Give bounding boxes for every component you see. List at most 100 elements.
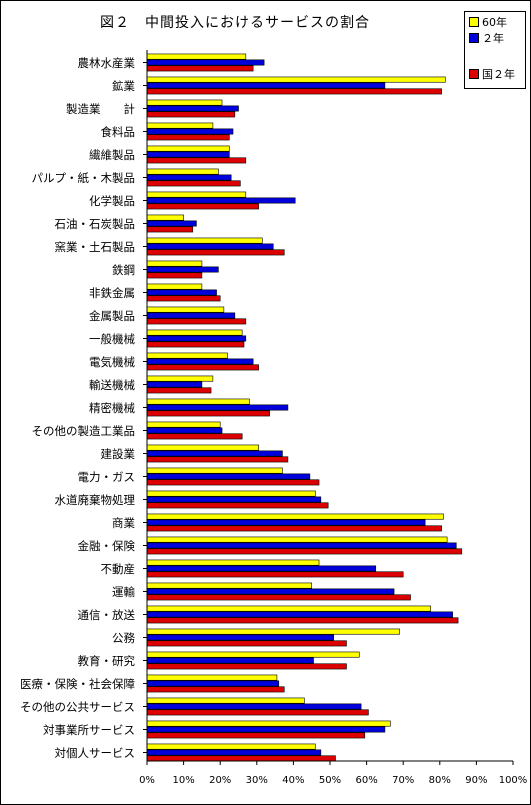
category-label-28: 医療・保険・社会保障 (20, 677, 135, 691)
bar-2-27 (146, 657, 314, 664)
category-label-22: 金融・保険 (78, 539, 136, 553)
bar-1-15 (146, 375, 214, 382)
bar-2-5 (146, 151, 230, 158)
bar-3-6 (146, 180, 241, 187)
bar-2-17 (146, 427, 223, 434)
x-tick-label-10: 90% (465, 775, 487, 786)
bar-3-23 (146, 571, 404, 578)
bar-1-17 (146, 421, 221, 428)
category-label-1: 農林水産業 (78, 56, 136, 70)
bar-1-10 (146, 260, 203, 267)
x-tick-label-9: 80% (429, 775, 451, 786)
bar-3-11 (146, 295, 221, 302)
bar-1-12 (146, 306, 225, 313)
bar-2-15 (146, 381, 203, 388)
category-label-16: 精密機械 (89, 401, 135, 415)
bar-3-26 (146, 640, 347, 647)
bar-3-18 (146, 456, 289, 463)
bar-3-16 (146, 410, 270, 417)
category-label-12: 金属製品 (89, 309, 135, 323)
legend-item-60: 60年 (469, 16, 507, 29)
bar-1-13 (146, 329, 243, 336)
bar-1-16 (146, 398, 250, 405)
bar-2-16 (146, 404, 289, 411)
bar-3-8 (146, 226, 194, 233)
bar-2-11 (146, 289, 217, 296)
bar-3-27 (146, 663, 347, 670)
x-tick-label-8: 70% (392, 775, 414, 786)
x-tick-label-3: 20% (209, 775, 231, 786)
category-label-3: 製造業 計 (66, 102, 135, 116)
bar-2-10 (146, 266, 219, 273)
bar-3-29 (146, 709, 369, 716)
category-label-21: 商業 (112, 516, 135, 530)
bar-3-30 (146, 732, 366, 739)
category-label-23: 不動産 (101, 562, 136, 576)
bar-2-29 (146, 703, 362, 710)
category-label-25: 通信・放送 (78, 608, 136, 622)
category-label-6: パルプ・紙・木製品 (32, 171, 136, 185)
chart-title: 図２ 中間投入におけるサービスの割合 (100, 15, 370, 31)
bar-1-22 (146, 536, 448, 543)
bar-2-14 (146, 358, 254, 365)
legend-item-2: ２年 (469, 32, 504, 45)
legend-item-koku2: 国２年 (469, 68, 515, 81)
bar-1-21 (146, 513, 444, 520)
bar-3-5 (146, 157, 247, 164)
bar-3-19 (146, 479, 320, 486)
category-label-7: 化学製品 (89, 194, 135, 208)
category-label-30: 対事業所サービス (43, 723, 135, 737)
bar-3-4 (146, 134, 230, 141)
bar-1-4 (146, 122, 214, 129)
bar-3-13 (146, 341, 245, 348)
bar-2-26 (146, 634, 334, 641)
bar-3-22 (146, 548, 463, 555)
bar-3-9 (146, 249, 285, 256)
bar-2-4 (146, 128, 234, 135)
bar-1-29 (146, 697, 305, 704)
bar-1-28 (146, 674, 278, 681)
bar-3-7 (146, 203, 259, 210)
bar-1-3 (146, 99, 223, 106)
legend-label-2: ２年 (482, 32, 504, 45)
bar-2-2 (146, 82, 386, 89)
bar-1-20 (146, 490, 316, 497)
bar-1-30 (146, 720, 391, 727)
category-label-19: 電力・ガス (78, 470, 136, 484)
bar-1-6 (146, 168, 219, 175)
category-label-27: 教育・研究 (78, 654, 136, 668)
bar-2-8 (146, 220, 197, 227)
category-label-26: 公務 (112, 631, 135, 645)
bar-2-21 (146, 519, 426, 526)
bar-2-25 (146, 611, 453, 618)
legend-label-koku2: 国２年 (482, 68, 515, 81)
category-label-13: 一般機械 (89, 332, 135, 346)
x-tick-label-5: 40% (282, 775, 304, 786)
bar-2-19 (146, 473, 311, 480)
bar-3-20 (146, 502, 329, 509)
bar-2-13 (146, 335, 247, 342)
bar-2-22 (146, 542, 457, 549)
bar-2-18 (146, 450, 283, 457)
category-label-8: 石油・石炭製品 (55, 217, 136, 231)
category-label-31: 対個人サービス (55, 746, 136, 760)
bar-2-3 (146, 105, 239, 112)
category-label-2: 鉱業 (112, 79, 135, 93)
bar-2-12 (146, 312, 236, 319)
bar-1-8 (146, 214, 184, 221)
legend-swatch-60 (469, 17, 479, 27)
bar-2-9 (146, 243, 274, 250)
x-tick-label-7: 60% (355, 775, 377, 786)
category-label-20: 水道廃棄物処理 (55, 493, 136, 507)
category-label-18: 建設業 (101, 447, 136, 461)
bar-3-21 (146, 525, 442, 532)
bar-2-31 (146, 749, 322, 756)
category-label-15: 輸送機械 (89, 378, 135, 392)
bar-3-15 (146, 387, 212, 394)
bar-1-7 (146, 191, 247, 198)
bar-3-1 (146, 65, 254, 72)
category-label-29: その他の公共サービス (20, 700, 135, 714)
category-label-11: 非鉄金属 (89, 286, 135, 300)
legend-swatch-2 (469, 33, 479, 43)
